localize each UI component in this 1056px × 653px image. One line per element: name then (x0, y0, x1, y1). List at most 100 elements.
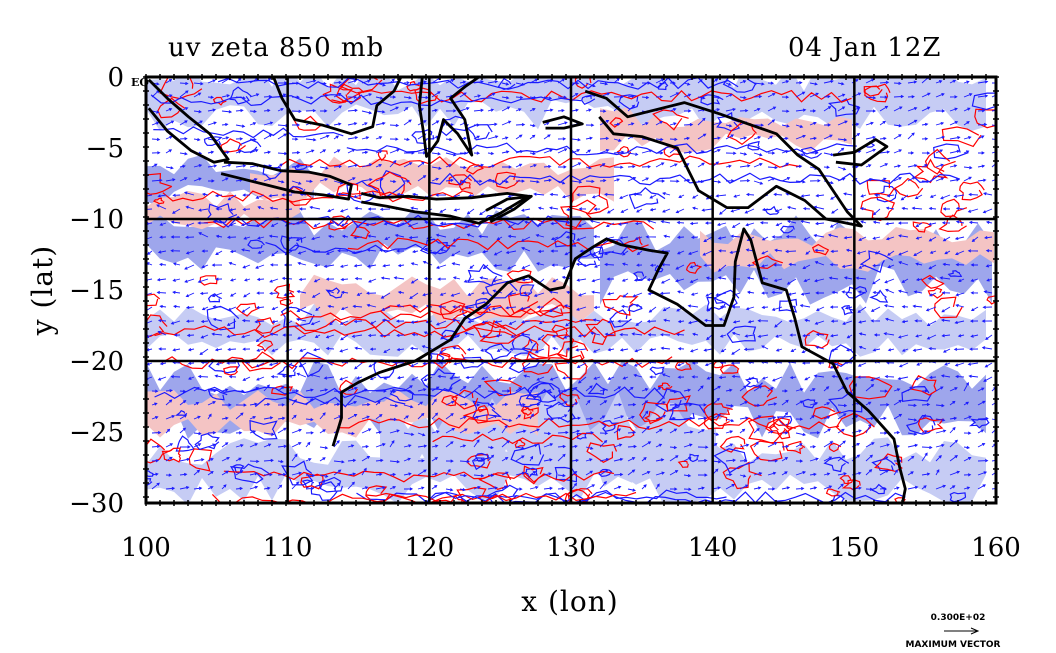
wind-vector (953, 194, 965, 198)
wind-vector (585, 446, 594, 450)
wind-vector (935, 121, 945, 126)
contour-line (554, 466, 577, 483)
wind-vector (522, 291, 531, 295)
wind-vector (585, 149, 592, 154)
wind-vector (473, 151, 481, 155)
wind-vector (627, 122, 635, 126)
wind-vector (575, 262, 587, 266)
wind-vector (201, 264, 209, 269)
wind-vector (731, 374, 741, 379)
wind-vector (683, 150, 693, 154)
wind-vector (207, 413, 212, 420)
wind-vector (445, 164, 452, 168)
wind-vector (151, 402, 158, 406)
wind-vector (185, 305, 195, 310)
wind-vector (230, 292, 237, 297)
contour-line (828, 98, 861, 117)
contour-line (765, 417, 796, 440)
wind-vector (884, 374, 895, 379)
wind-vector (543, 164, 552, 169)
wind-vector (396, 348, 405, 352)
wind-vector (767, 151, 776, 155)
wind-vector (375, 121, 386, 126)
wind-vector (898, 250, 909, 256)
wind-vector (520, 236, 531, 242)
wind-vector (411, 332, 419, 337)
wind-vector (389, 78, 395, 84)
legend-vector-value: 0.300E+02 (931, 613, 986, 623)
wind-vector (743, 347, 755, 352)
wind-vector (725, 404, 734, 408)
wind-vector (396, 376, 405, 380)
wind-vector (256, 291, 265, 295)
wind-vector (354, 346, 363, 350)
wind-vector (571, 81, 580, 85)
wind-vector (669, 487, 678, 491)
wind-vector (337, 249, 349, 253)
wind-vector (753, 415, 762, 420)
wind-vector (879, 431, 888, 435)
wind-vector (375, 486, 386, 490)
wind-vector (767, 106, 777, 112)
wind-vector (537, 206, 545, 210)
wind-vector (604, 192, 615, 197)
wind-vector (403, 444, 412, 448)
wind-vector (963, 80, 970, 84)
contour-line (546, 401, 576, 423)
wind-vector (380, 292, 391, 299)
wind-vector (291, 81, 300, 85)
wind-vector (893, 388, 901, 392)
wind-vector (982, 208, 993, 214)
wind-vector (688, 250, 699, 256)
wind-vector (739, 443, 750, 448)
wind-vector (340, 306, 349, 311)
wind-vector (501, 136, 509, 140)
wind-vector (761, 236, 769, 241)
wind-vector (921, 402, 931, 407)
wind-vector (383, 348, 391, 353)
wind-vector (715, 292, 727, 297)
wind-vector (305, 441, 311, 448)
wind-vector (529, 96, 537, 100)
contour-line (471, 400, 503, 419)
wind-vector (809, 457, 819, 462)
wind-vector (235, 150, 242, 154)
wind-vector (829, 263, 839, 267)
wind-vector (949, 387, 958, 392)
wind-vector (510, 334, 517, 338)
wind-vector (379, 248, 391, 252)
contour-line (220, 138, 246, 153)
wind-vector (340, 277, 349, 282)
contour-line (298, 351, 333, 378)
wind-vector (493, 263, 503, 268)
wind-vector (613, 485, 622, 490)
contour-line (609, 309, 632, 328)
wind-vector (215, 277, 223, 281)
wind-vector (655, 162, 665, 168)
wind-vector (165, 166, 174, 170)
contour-line (318, 476, 343, 493)
wind-vector (795, 124, 804, 128)
wind-vector (949, 164, 958, 168)
wind-vector (954, 362, 965, 367)
wind-vector (872, 290, 881, 295)
wind-vector (767, 430, 774, 434)
wind-vector (675, 208, 685, 214)
wind-vector (403, 385, 413, 392)
wind-vector (533, 192, 545, 196)
wind-vector (255, 194, 265, 199)
wind-vector (151, 163, 158, 168)
wind-vector (521, 320, 531, 324)
wind-vector (633, 373, 643, 378)
wind-vector (941, 306, 951, 313)
wind-vector (860, 194, 867, 198)
wind-vector (585, 136, 593, 140)
wind-vector (305, 179, 313, 183)
wind-vector (361, 178, 373, 182)
coastlines (147, 77, 907, 503)
wind-vector (771, 290, 783, 295)
wind-vector (577, 334, 587, 338)
wind-vector (739, 109, 749, 113)
wind-vector (809, 415, 815, 420)
wind-vector (557, 180, 566, 185)
